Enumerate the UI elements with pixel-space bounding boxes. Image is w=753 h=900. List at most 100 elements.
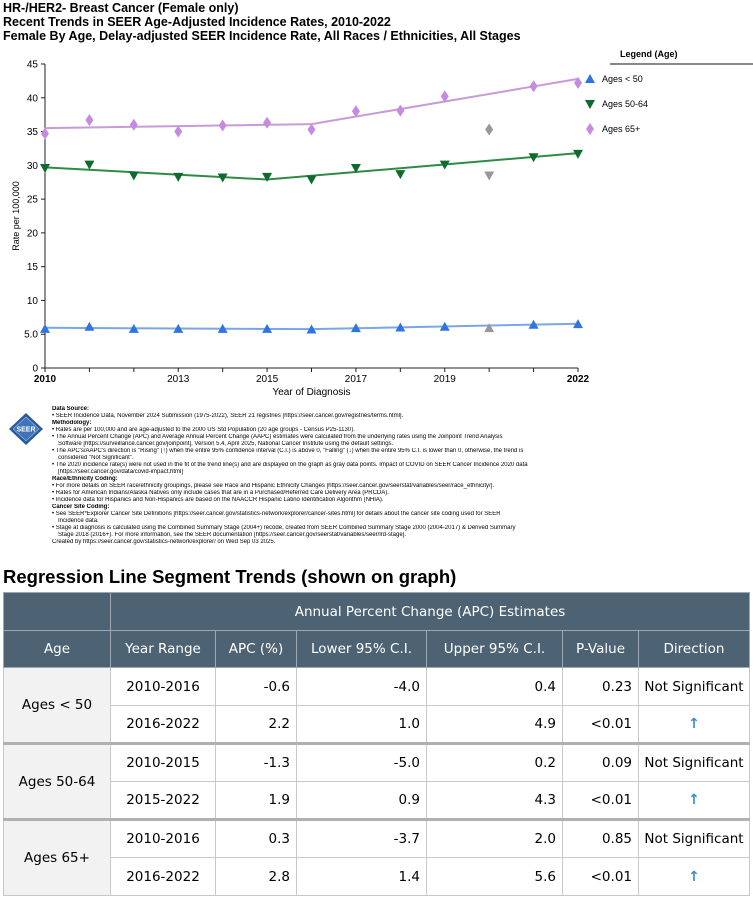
excluded-data-point [484, 171, 495, 181]
footnote-line: Stage 2018 (2016+). For more information… [58, 532, 407, 538]
year-range-cell: 2010-2016 [110, 667, 216, 706]
data-point [351, 105, 360, 118]
data-point [262, 323, 273, 333]
upper-ci-cell: 5.6 [426, 857, 563, 896]
x-tick-label: 2010 [34, 374, 57, 385]
rising-arrow-icon: ↑ [688, 868, 700, 885]
footnote-line: • Rates for American Indians/Alaska Nati… [52, 490, 389, 496]
legend-item-65-plus: Ages 65+ [584, 122, 640, 136]
table-row: Ages < 50 2010-2016 -0.6 -4.0 0.4 0.23 Not Sig… [3, 667, 750, 744]
data-point [439, 321, 450, 331]
data-point [173, 172, 184, 182]
legend-item-50-64: Ages 50-64 [584, 97, 648, 111]
lower-ci-cell: 1.0 [296, 705, 427, 744]
rising-arrow-icon: ↑ [688, 792, 700, 808]
data-point [396, 104, 405, 117]
data-point [84, 160, 95, 170]
direction-cell: Not Significant [638, 819, 750, 858]
legend-item-under-50: Ages < 50 [584, 72, 643, 86]
lower-ci-cell: -3.7 [296, 819, 427, 858]
data-point [395, 170, 406, 180]
data-point [218, 119, 227, 132]
chart-footnote: Data Source: • SEER Incidence Data, Novem… [52, 406, 612, 546]
direction-cell: ↑ [638, 857, 750, 896]
table-header-corner [3, 592, 111, 631]
lower-ci-cell: 0.9 [296, 781, 427, 820]
footnote-heading: Cancer Site Coding: [52, 504, 110, 510]
footnote-line: • Rates are per 100,000 and are age-adju… [52, 427, 355, 433]
footnote-line: Software [https://surveillance.cancer.go… [58, 441, 394, 447]
footnote-line: [https://seer.cancer.gov/data/covid-impa… [58, 469, 184, 475]
chart-title: HR-/HER2- Breast Cancer (Female only) [3, 1, 239, 15]
year-range-cell: 2016-2022 [110, 857, 216, 896]
data-point [306, 324, 317, 334]
data-point [217, 323, 228, 333]
table-row: 2016-2022 2.2 1.0 4.9 <0.01 ↑ [4, 705, 750, 744]
x-axis-label: Year of Diagnosis [272, 387, 350, 397]
footnote-heading: Methodology: [52, 420, 92, 426]
direction-cell: Not Significant [638, 743, 750, 782]
data-point [528, 319, 539, 329]
footnote-line: • The 2020 incidence rate(s) were not us… [52, 462, 528, 468]
table-group-header: Annual Percent Change (APC) Estimates [110, 592, 750, 631]
y-tick-label: 15 [27, 262, 39, 273]
footnote-line: Created by https://seer.cancer.gov/stati… [52, 539, 276, 545]
data-point [128, 323, 139, 333]
data-point [129, 118, 138, 131]
y-tick-label: 40 [27, 93, 39, 104]
column-header-year-range: Year Range [110, 630, 216, 668]
diamond-icon [586, 123, 594, 135]
direction-cell: ↑ [638, 705, 750, 744]
apc-cell: 0.3 [215, 819, 297, 858]
data-point [350, 323, 361, 333]
legend-divider [610, 63, 753, 65]
y-tick-label: 0 [32, 364, 38, 375]
x-tick-label: 2013 [167, 374, 190, 385]
p-value-cell: 0.85 [562, 819, 639, 858]
data-point [529, 80, 538, 93]
year-range-cell: 2015-2022 [110, 781, 216, 820]
table-row: Ages 50-64 2010-2015 -1.3 -5.0 0.2 0.09 Not Si… [3, 743, 750, 820]
upper-ci-cell: 4.9 [426, 705, 563, 744]
data-point [350, 164, 361, 174]
footnote-line: considered "Not Significant". [58, 455, 134, 461]
y-tick-label: 35 [27, 127, 39, 138]
x-tick-label: 2015 [256, 374, 279, 385]
table-row: 2015-2022 1.9 0.9 4.3 <0.01 ↑ [4, 781, 750, 820]
footnote-line: • Incidence data for Hispanics and Non-H… [52, 497, 384, 503]
y-tick-label: 5.0 [24, 330, 38, 341]
legend-title: Legend (Age) [620, 49, 678, 59]
triangle-up-icon [585, 74, 595, 83]
column-header-upper-ci: Upper 95% C.I. [426, 630, 563, 668]
excluded-data-point [484, 323, 495, 333]
y-axis-label: Rate per 100,000 [11, 181, 21, 251]
data-point [439, 160, 450, 170]
y-tick-label: 10 [27, 296, 39, 307]
data-point [217, 173, 228, 183]
footnote-line: • See SEER*Explorer Cancer Site Definiti… [52, 511, 501, 517]
data-point [85, 114, 94, 127]
data-point [40, 164, 50, 174]
trend-line-3 [44, 77, 579, 130]
column-header-direction: Direction [638, 630, 750, 668]
footnote-line: • The Annual Percent Change (APC) and Av… [52, 434, 503, 440]
data-point [174, 125, 183, 138]
data-point [84, 321, 95, 331]
table-row: Ages 65+ 2010-2016 0.3 -3.7 2.0 0.85 Not Signi… [3, 819, 750, 896]
incidence-trend-chart: 0 5.0 10 15 20 25 30 35 40 45 2010 2013 2015 2017 2019… [11, 60, 590, 398]
footnote-heading: Race/Ethnicity Coding: [52, 476, 118, 482]
apc-cell: -1.3 [215, 743, 297, 782]
data-point [263, 116, 272, 129]
rising-arrow-icon: ↑ [688, 716, 700, 732]
upper-ci-cell: 2.0 [426, 819, 563, 858]
chart-titles: HR-/HER2- Breast Cancer (Female only) Re… [3, 1, 603, 43]
x-tick-label: 2017 [345, 374, 368, 385]
column-header-p-value: P-Value [562, 630, 639, 668]
upper-ci-cell: 0.2 [426, 743, 563, 782]
footnote-line: • SEER Incidence Data, November 2024 Sub… [52, 413, 404, 419]
data-point [395, 322, 406, 332]
data-point [440, 90, 449, 103]
data-point [528, 153, 539, 163]
column-header-apc: APC (%) [215, 630, 297, 668]
x-tick-label: 2019 [434, 374, 457, 385]
